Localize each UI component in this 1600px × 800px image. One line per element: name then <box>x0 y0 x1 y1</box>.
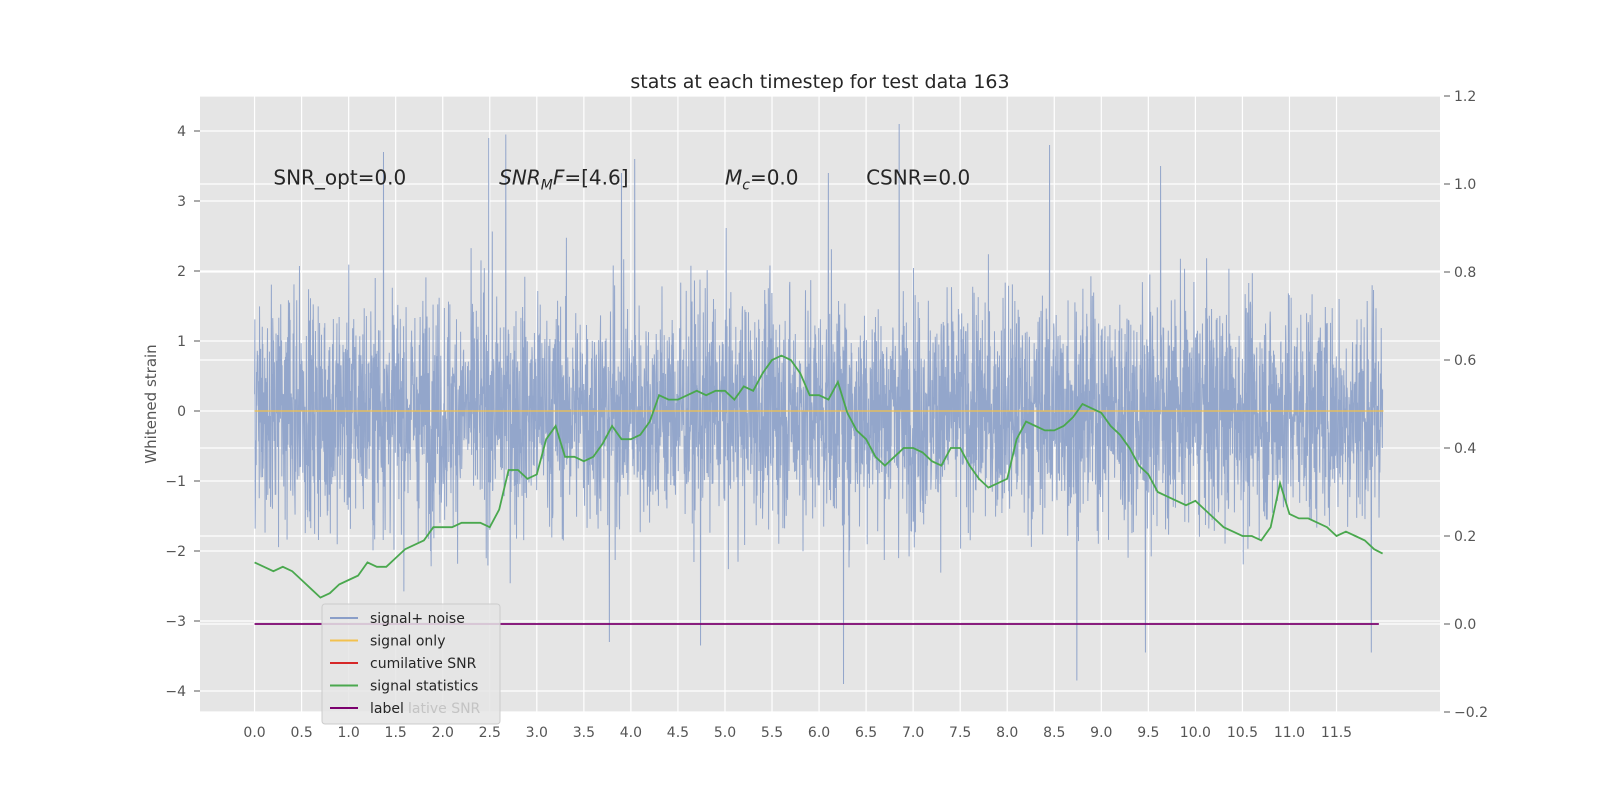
annotations: SNR_opt=0.0 SNRMF=[4.6] Mc=0.0 CSNR=0.0 <box>273 166 970 194</box>
legend-box <box>321 603 501 725</box>
y-tick-label: 4 <box>177 124 186 140</box>
x-tick-label: 8.5 <box>1043 725 1065 741</box>
x-tick-label: 2.5 <box>479 725 501 741</box>
legend-label: signal only <box>370 634 445 650</box>
x-tick-label: 5.0 <box>714 725 736 741</box>
legend-label: signal statistics <box>370 679 478 695</box>
x-tick-label: 4.0 <box>620 725 642 741</box>
x-tick-label: 3.0 <box>526 725 548 741</box>
x-tick-label: 11.5 <box>1321 725 1352 741</box>
x-tick-label: 7.5 <box>949 725 971 741</box>
legend-label: signal+ noise <box>370 611 465 627</box>
x-tick-label: 10.5 <box>1227 725 1258 741</box>
x-tick-label: 1.5 <box>385 725 407 741</box>
y-axis-label: Whitened strain <box>142 344 160 463</box>
x-tick-label: 5.5 <box>761 725 783 741</box>
y2-tick-label: 0.4 <box>1454 441 1476 457</box>
signal-noise-series <box>254 123 1384 685</box>
x-tick-label: 9.0 <box>1090 725 1112 741</box>
x-tick-label: 0.5 <box>290 725 312 741</box>
axis-ticks: 0.0 0.5 1.0 1.5 2.0 2.5 3.0 3.5 4.0 4.5 5.0 5.5 6.0 6… <box>165 89 1488 741</box>
y-tick-label: 0 <box>177 404 186 420</box>
y2-tick-label: 0.2 <box>1454 529 1476 545</box>
y-tick-label: −4 <box>165 684 186 700</box>
y-tick-label: 1 <box>177 334 186 350</box>
x-tick-label: 1.0 <box>338 725 360 741</box>
x-tick-label: 6.0 <box>808 725 830 741</box>
legend-label: cumilative SNR <box>370 656 477 672</box>
annotation: Mc=0.0 <box>725 166 799 194</box>
chart-title: stats at each timestep for test data 163 <box>630 71 1009 93</box>
y2-tick-label: −0.2 <box>1454 705 1488 721</box>
y2-tick-label: 0.6 <box>1454 353 1476 369</box>
y2-tick-label: 0.0 <box>1454 617 1476 633</box>
x-tick-label: 8.0 <box>996 725 1018 741</box>
y2-tick-label: 1.0 <box>1454 177 1476 193</box>
x-tick-label: 9.5 <box>1137 725 1159 741</box>
y-tick-label: 2 <box>177 264 186 280</box>
y2-tick-label: 1.2 <box>1454 89 1476 105</box>
x-tick-label: 10.0 <box>1180 725 1211 741</box>
x-tick-label: 0.0 <box>243 725 265 741</box>
x-tick-label: 4.5 <box>667 725 689 741</box>
y-tick-label: −2 <box>165 544 186 560</box>
y-tick-label: 3 <box>177 194 186 210</box>
annotation: SNRMF=[4.6] <box>499 166 628 194</box>
x-tick-label: 11.0 <box>1274 725 1305 741</box>
y2-tick-label: 0.8 <box>1454 265 1476 281</box>
legend: lative SNR signal+ noise signal only cumila… <box>321 603 501 725</box>
signal-statistics-line <box>254 354 1384 599</box>
annotation: CSNR=0.0 <box>866 166 970 190</box>
legend-overlap-text: lative SNR <box>408 701 481 717</box>
x-tick-label: 6.5 <box>855 725 877 741</box>
y-tick-label: −3 <box>165 614 186 630</box>
legend-label: label <box>370 701 404 717</box>
annotation: SNR_opt=0.0 <box>273 166 406 190</box>
x-tick-label: 2.0 <box>432 725 454 741</box>
x-tick-label: 3.5 <box>573 725 595 741</box>
x-tick-label: 7.0 <box>902 725 924 741</box>
signal-noise-line <box>254 123 1384 685</box>
y-tick-label: −1 <box>165 474 186 490</box>
